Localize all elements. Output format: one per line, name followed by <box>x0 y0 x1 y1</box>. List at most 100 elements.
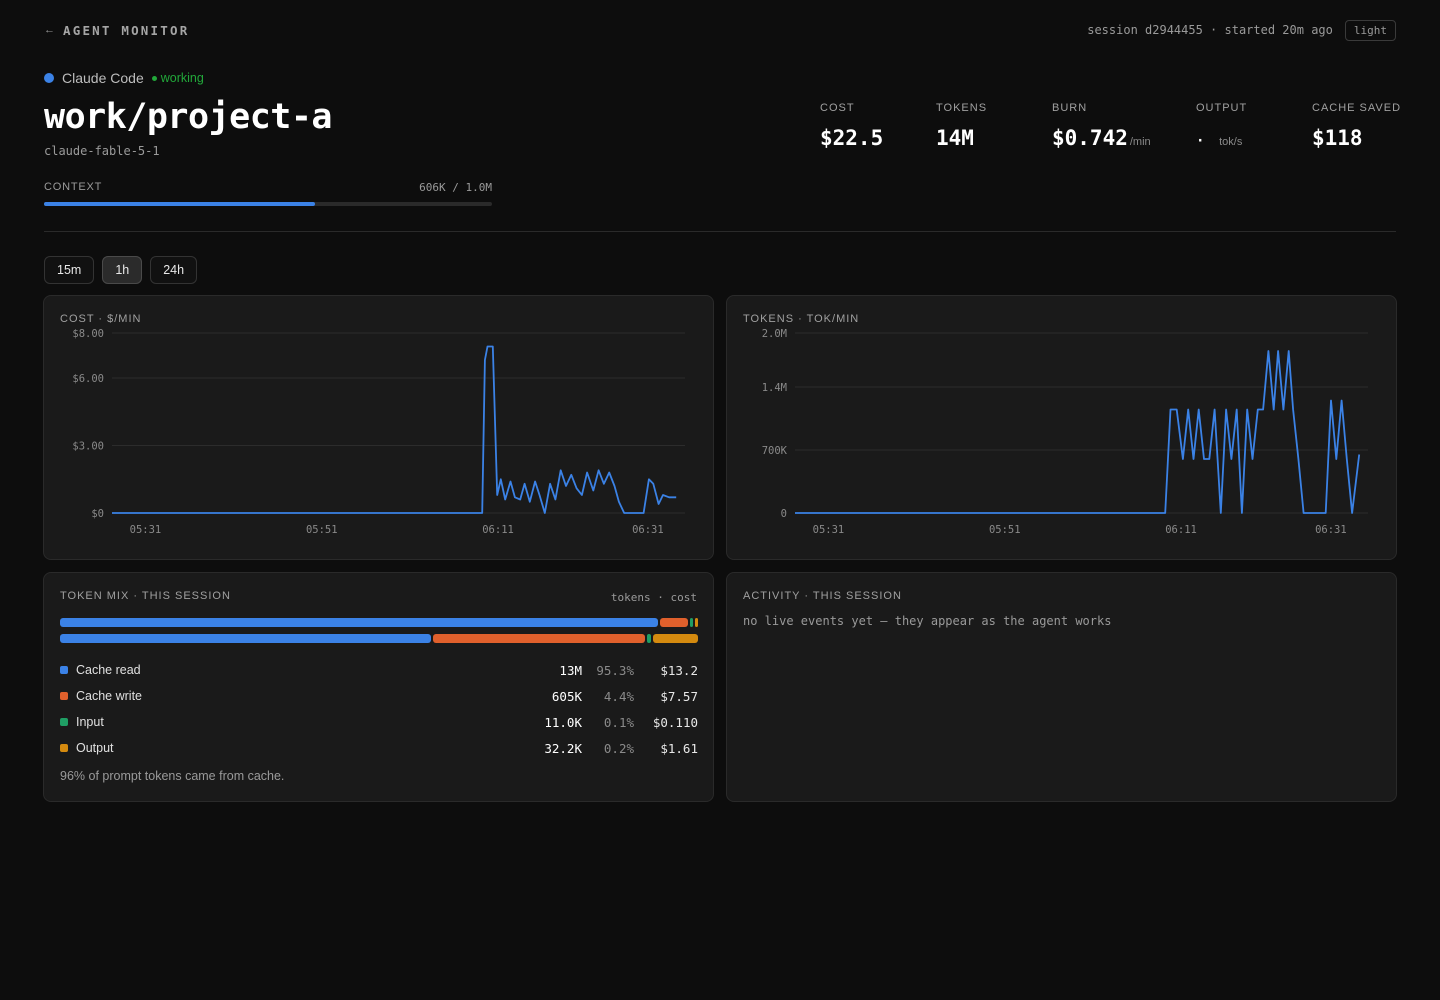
activity-panel: ACTIVITY · THIS SESSION no live events y… <box>726 572 1397 802</box>
time-range-selector: 15m 1h 24h <box>44 256 198 284</box>
activity-empty-message: no live events yet — they appear as the … <box>743 614 1112 628</box>
mix-percent: 4.4% <box>603 688 634 704</box>
stat-tokens-label: TOKENS <box>936 102 988 114</box>
y-tick-label: $8.00 <box>72 328 104 340</box>
session-info: session d2944455 · started 20m ago <box>1087 23 1333 37</box>
session-meta: session d2944455 · started 20m ago light <box>1087 19 1396 41</box>
stat-cache-saved-value: $118 <box>1312 126 1363 150</box>
cost-chart-title: COST · $/MIN <box>60 313 142 325</box>
x-tick-label: 05:51 <box>989 524 1021 536</box>
y-tick-label: 2.0M <box>762 328 787 340</box>
stat-output: OUTPUT · tok/s <box>1196 102 1247 150</box>
y-tick-label: $6.00 <box>72 373 104 385</box>
token-mix-panel: TOKEN MIX · THIS SESSION tokens · cost C… <box>43 572 714 802</box>
y-tick-label: 1.4M <box>762 382 787 394</box>
x-tick-label: 06:11 <box>482 524 514 536</box>
token-share-segment <box>690 618 693 627</box>
token-mix-legend: tokens · cost <box>610 591 697 604</box>
back-arrow-icon[interactable]: ← <box>44 24 55 36</box>
y-tick-label: $3.00 <box>72 441 104 453</box>
cost-share-segment <box>433 634 646 643</box>
header-divider <box>44 231 1396 232</box>
token-mix-title: TOKEN MIX · THIS SESSION <box>60 590 231 602</box>
status-dot-icon <box>151 75 157 81</box>
cost-share-segment <box>652 634 699 643</box>
token-share-bar <box>60 618 698 627</box>
token-share-segment <box>660 618 688 627</box>
mix-tokens: 11.0K <box>544 714 582 730</box>
back-link[interactable]: ← AGENT MONITOR <box>44 23 189 38</box>
status-text: working <box>160 71 204 85</box>
theme-toggle-button[interactable]: light <box>1344 19 1396 41</box>
stat-burn-value: $0.742 <box>1052 126 1128 150</box>
x-tick-label: 05:31 <box>813 524 845 536</box>
list-item: Cache write 605K 4.4% $7.57 <box>60 683 698 709</box>
context-label: CONTEXT <box>44 181 103 193</box>
cost-share-segment <box>647 634 651 643</box>
cache-read-swatch <box>60 666 68 674</box>
cache-write-swatch <box>60 692 68 700</box>
list-item: Input 11.0K 0.1% $0.110 <box>60 709 698 735</box>
stat-burn-value-row: $0.742/min <box>1052 126 1151 150</box>
range-1h-button[interactable]: 1h <box>102 256 143 284</box>
token-mix-list: Cache read 13M 95.3% $13.2 Cache write 6… <box>60 657 698 761</box>
y-tick-label: 0 <box>781 508 787 520</box>
stat-cost-value: $22.5 <box>820 126 884 150</box>
y-tick-label: 700K <box>762 445 788 457</box>
cost-share-segment <box>60 634 432 643</box>
token-share-segment <box>695 618 698 627</box>
range-24h-button[interactable]: 24h <box>150 256 198 284</box>
mix-tokens: 605K <box>551 688 582 704</box>
stat-burn: BURN $0.742/min <box>1052 102 1151 150</box>
context-value: 606K / 1.0M <box>419 181 492 194</box>
series-line <box>795 350 1361 514</box>
mix-percent: 95.3% <box>596 662 634 678</box>
x-tick-label: 06:31 <box>1315 524 1347 536</box>
x-tick-label: 05:51 <box>306 524 338 536</box>
mix-cost: $7.57 <box>660 688 698 704</box>
tokens-chart-title: TOKENS · TOK/MIN <box>743 313 860 325</box>
tokens-chart-panel: TOKENS · TOK/MIN 0 700K 1.4M 2.0M 05:31 05:51… <box>726 295 1397 560</box>
stat-output-value: · <box>1196 133 1205 149</box>
mix-name: Cache read <box>76 663 141 677</box>
input-swatch <box>60 718 68 726</box>
list-item: Output 32.2K 0.2% $1.61 <box>60 735 698 761</box>
token-share-segment <box>60 618 659 627</box>
stat-tokens: TOKENS 14M <box>936 102 987 150</box>
x-tick-label: 06:31 <box>632 524 664 536</box>
mix-name: Input <box>76 715 104 729</box>
mix-percent: 0.2% <box>603 740 634 756</box>
x-tick-label: 05:31 <box>130 524 162 536</box>
stat-output-value-row: · tok/s <box>1196 126 1247 150</box>
mix-percent: 0.1% <box>603 714 634 730</box>
list-item: Cache read 13M 95.3% $13.2 <box>60 657 698 683</box>
x-tick-label: 06:11 <box>1165 524 1197 536</box>
app-title[interactable]: AGENT MONITOR <box>63 22 190 38</box>
output-swatch <box>60 744 68 752</box>
tokens-chart: 0 700K 1.4M 2.0M 05:31 05:51 06:11 06:31 <box>762 328 1368 536</box>
stat-cache-saved: CACHE SAVED $118 <box>1312 102 1401 150</box>
range-15m-button[interactable]: 15m <box>44 256 95 284</box>
stat-burn-label: BURN <box>1052 102 1088 114</box>
mix-name: Cache write <box>76 689 142 703</box>
stat-output-unit: tok/s <box>1219 136 1243 148</box>
mix-cost: $0.110 <box>652 714 698 730</box>
agent-row: Claude Code working <box>44 70 204 86</box>
y-tick-label: $0 <box>91 508 104 520</box>
activity-title: ACTIVITY · THIS SESSION <box>743 590 902 602</box>
cost-chart: $0 $3.00 $6.00 $8.00 05:31 05:51 06:11 06:31 <box>72 328 685 536</box>
series-line <box>112 345 677 514</box>
stat-tokens-value: 14M <box>936 126 974 150</box>
agent-name: Claude Code <box>62 70 144 86</box>
mix-name: Output <box>76 741 114 755</box>
stat-cache-saved-label: CACHE SAVED <box>1312 102 1402 114</box>
token-mix-footnote: 96% of prompt tokens came from cache. <box>60 769 285 783</box>
context-progress-bar <box>44 202 492 206</box>
cost-chart-panel: COST · $/MIN $0 $3.00 $6.00 $8.00 05:31 05:51… <box>43 295 714 560</box>
stat-burn-unit: /min <box>1129 136 1151 148</box>
top-bar: ← AGENT MONITOR session d2944455 · start… <box>44 19 1396 41</box>
mix-cost: $13.2 <box>660 662 698 678</box>
cost-share-bar <box>60 634 699 643</box>
mix-cost: $1.61 <box>660 740 698 756</box>
stat-output-label: OUTPUT <box>1196 102 1248 114</box>
